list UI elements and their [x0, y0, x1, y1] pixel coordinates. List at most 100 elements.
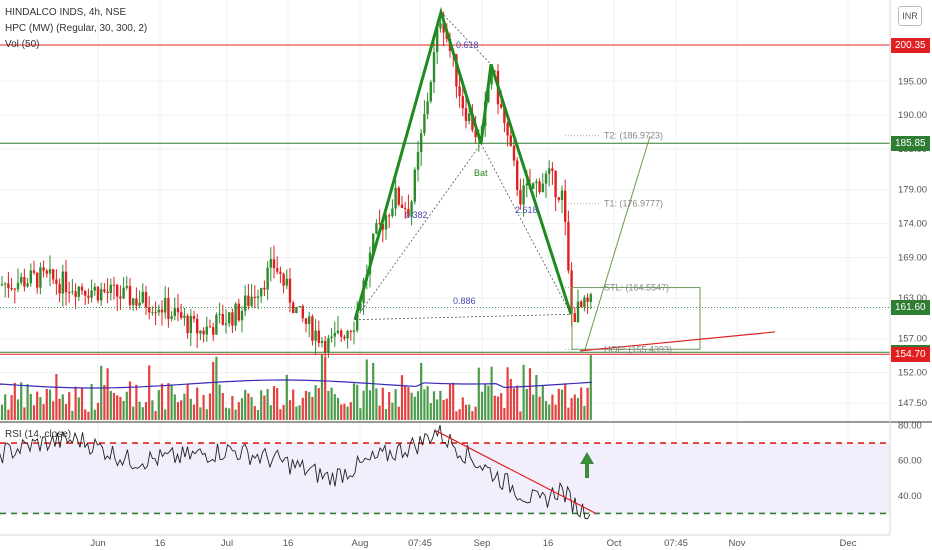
volume-bar — [468, 404, 471, 420]
candle — [128, 286, 132, 305]
candle — [151, 312, 154, 314]
volume-bar — [288, 400, 292, 420]
volume-bar — [554, 404, 557, 420]
volume-bar — [564, 383, 567, 420]
candle — [103, 289, 106, 292]
volume-bar — [189, 398, 192, 420]
candle — [468, 113, 471, 121]
volume-bar — [426, 386, 429, 420]
volume-bar — [506, 367, 509, 420]
price-tick-label: 179.00 — [898, 185, 927, 196]
volume-bar — [141, 407, 144, 420]
volume-bar — [560, 389, 564, 420]
volume-bar — [272, 385, 276, 420]
volume-bar — [93, 409, 96, 420]
candle — [141, 291, 144, 303]
volume-bar — [330, 387, 333, 420]
candle — [148, 307, 151, 313]
volume-bar — [487, 385, 490, 420]
candle — [199, 330, 202, 334]
price-tick-label: 169.00 — [898, 252, 927, 263]
candles — [0, 10, 592, 358]
candle — [186, 315, 189, 334]
candle — [212, 327, 215, 335]
volume-bar — [324, 357, 327, 420]
candle — [301, 306, 304, 319]
fib-label: 0.382 — [405, 210, 428, 220]
candle — [285, 278, 288, 286]
candle — [381, 223, 384, 230]
volume-bar — [583, 405, 586, 420]
candle — [269, 259, 272, 268]
volume-bar — [589, 355, 592, 420]
volume-bar — [349, 402, 352, 420]
volume-bar — [295, 406, 298, 420]
candle — [256, 296, 260, 298]
candle — [407, 208, 410, 217]
grid — [0, 0, 890, 517]
volume-bar — [64, 404, 68, 420]
candle — [500, 104, 503, 108]
candle — [132, 298, 135, 305]
rsi-tick-label: 60.00 — [898, 456, 922, 467]
candle — [247, 295, 250, 306]
candle — [58, 283, 61, 294]
volume-bar — [80, 388, 84, 420]
volume-bar — [151, 400, 154, 420]
volume-bar — [61, 394, 64, 420]
candle — [0, 284, 4, 286]
rsi-title: RSI (14, close) — [5, 429, 72, 440]
volume-bar — [231, 396, 234, 420]
candle — [442, 23, 445, 33]
candle — [272, 259, 276, 269]
volume-bar — [240, 398, 244, 420]
volume-title: Vol (50) — [5, 39, 40, 50]
volume-bar — [100, 365, 103, 420]
candle — [471, 113, 474, 131]
volume-bar — [58, 398, 61, 420]
candle — [420, 133, 423, 153]
volume-bar — [186, 384, 189, 420]
volume-bar — [96, 402, 100, 420]
volume-bar — [304, 390, 308, 420]
price-badge: 161.60 — [891, 300, 930, 316]
time-tick-label: Oct — [607, 538, 622, 549]
volume-bar — [522, 364, 525, 420]
candle — [112, 284, 116, 286]
volume-bar — [263, 395, 266, 420]
volume-bar — [176, 401, 180, 420]
volume-bar — [228, 408, 231, 420]
volume-bar — [125, 391, 128, 420]
volume-bar — [279, 409, 282, 420]
volume-bar — [196, 387, 199, 420]
volume-bar — [160, 383, 164, 420]
rsi-arrow-icon — [580, 452, 594, 478]
candle — [564, 190, 567, 222]
candle — [84, 290, 87, 296]
candle — [279, 271, 282, 274]
volume-bar — [298, 405, 301, 420]
volume-bar — [407, 387, 410, 420]
candle — [157, 309, 160, 313]
rsi-pane — [0, 421, 932, 520]
volume-bar — [128, 381, 132, 420]
volume-bar — [343, 403, 346, 420]
volume-bar — [496, 396, 500, 420]
currency-button[interactable]: INR — [898, 6, 922, 26]
price-tick-label: 157.00 — [898, 334, 927, 345]
volume-bar — [432, 391, 436, 420]
volume-bar — [548, 404, 551, 420]
volume-bar — [52, 401, 55, 420]
volume-bar — [362, 390, 365, 420]
candle — [455, 54, 458, 87]
target-label: HOP: (155.4393) — [604, 344, 672, 354]
candle — [391, 208, 394, 217]
volume-bar — [359, 408, 362, 420]
volume-bar — [180, 400, 183, 420]
volume-bar — [500, 393, 503, 420]
time-tick-label: Jun — [90, 538, 105, 549]
candle — [503, 107, 506, 124]
candle — [324, 340, 327, 353]
candle — [490, 70, 493, 85]
